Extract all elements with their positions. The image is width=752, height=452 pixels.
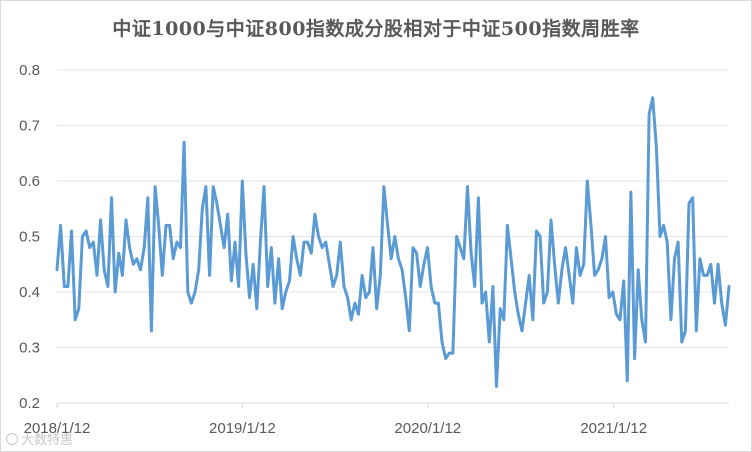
chart-title: 中证1000与中证800指数成分股相对于中证500指数周胜率	[112, 18, 640, 40]
y-tick-label: 0.3	[19, 340, 40, 357]
x-tick-label: 2020/1/12	[394, 420, 461, 437]
y-axis: 0.2 0.3 0.4 0.5 0.6 0.7 0.8	[19, 62, 40, 412]
x-tick-label: 2018/1/12	[24, 420, 91, 437]
series-line	[55, 96, 731, 388]
watermark-icon	[6, 432, 18, 445]
y-tick-label: 0.2	[19, 395, 40, 412]
y-tick-label: 0.4	[19, 284, 40, 301]
x-tick-label: 2021/1/12	[580, 420, 647, 437]
y-tick-label: 0.8	[19, 62, 40, 79]
series-group	[55, 96, 731, 388]
y-tick-label: 0.6	[19, 173, 40, 190]
watermark: 大数特惠	[6, 429, 73, 448]
x-axis: 2018/1/12 2019/1/12 2020/1/12 2021/1/12	[24, 403, 647, 437]
gridlines	[57, 69, 729, 404]
y-tick-label: 0.7	[19, 118, 40, 135]
x-tick-label: 2019/1/12	[209, 420, 276, 437]
watermark-text: 大数特惠	[21, 433, 74, 448]
y-tick-label: 0.5	[19, 229, 40, 246]
